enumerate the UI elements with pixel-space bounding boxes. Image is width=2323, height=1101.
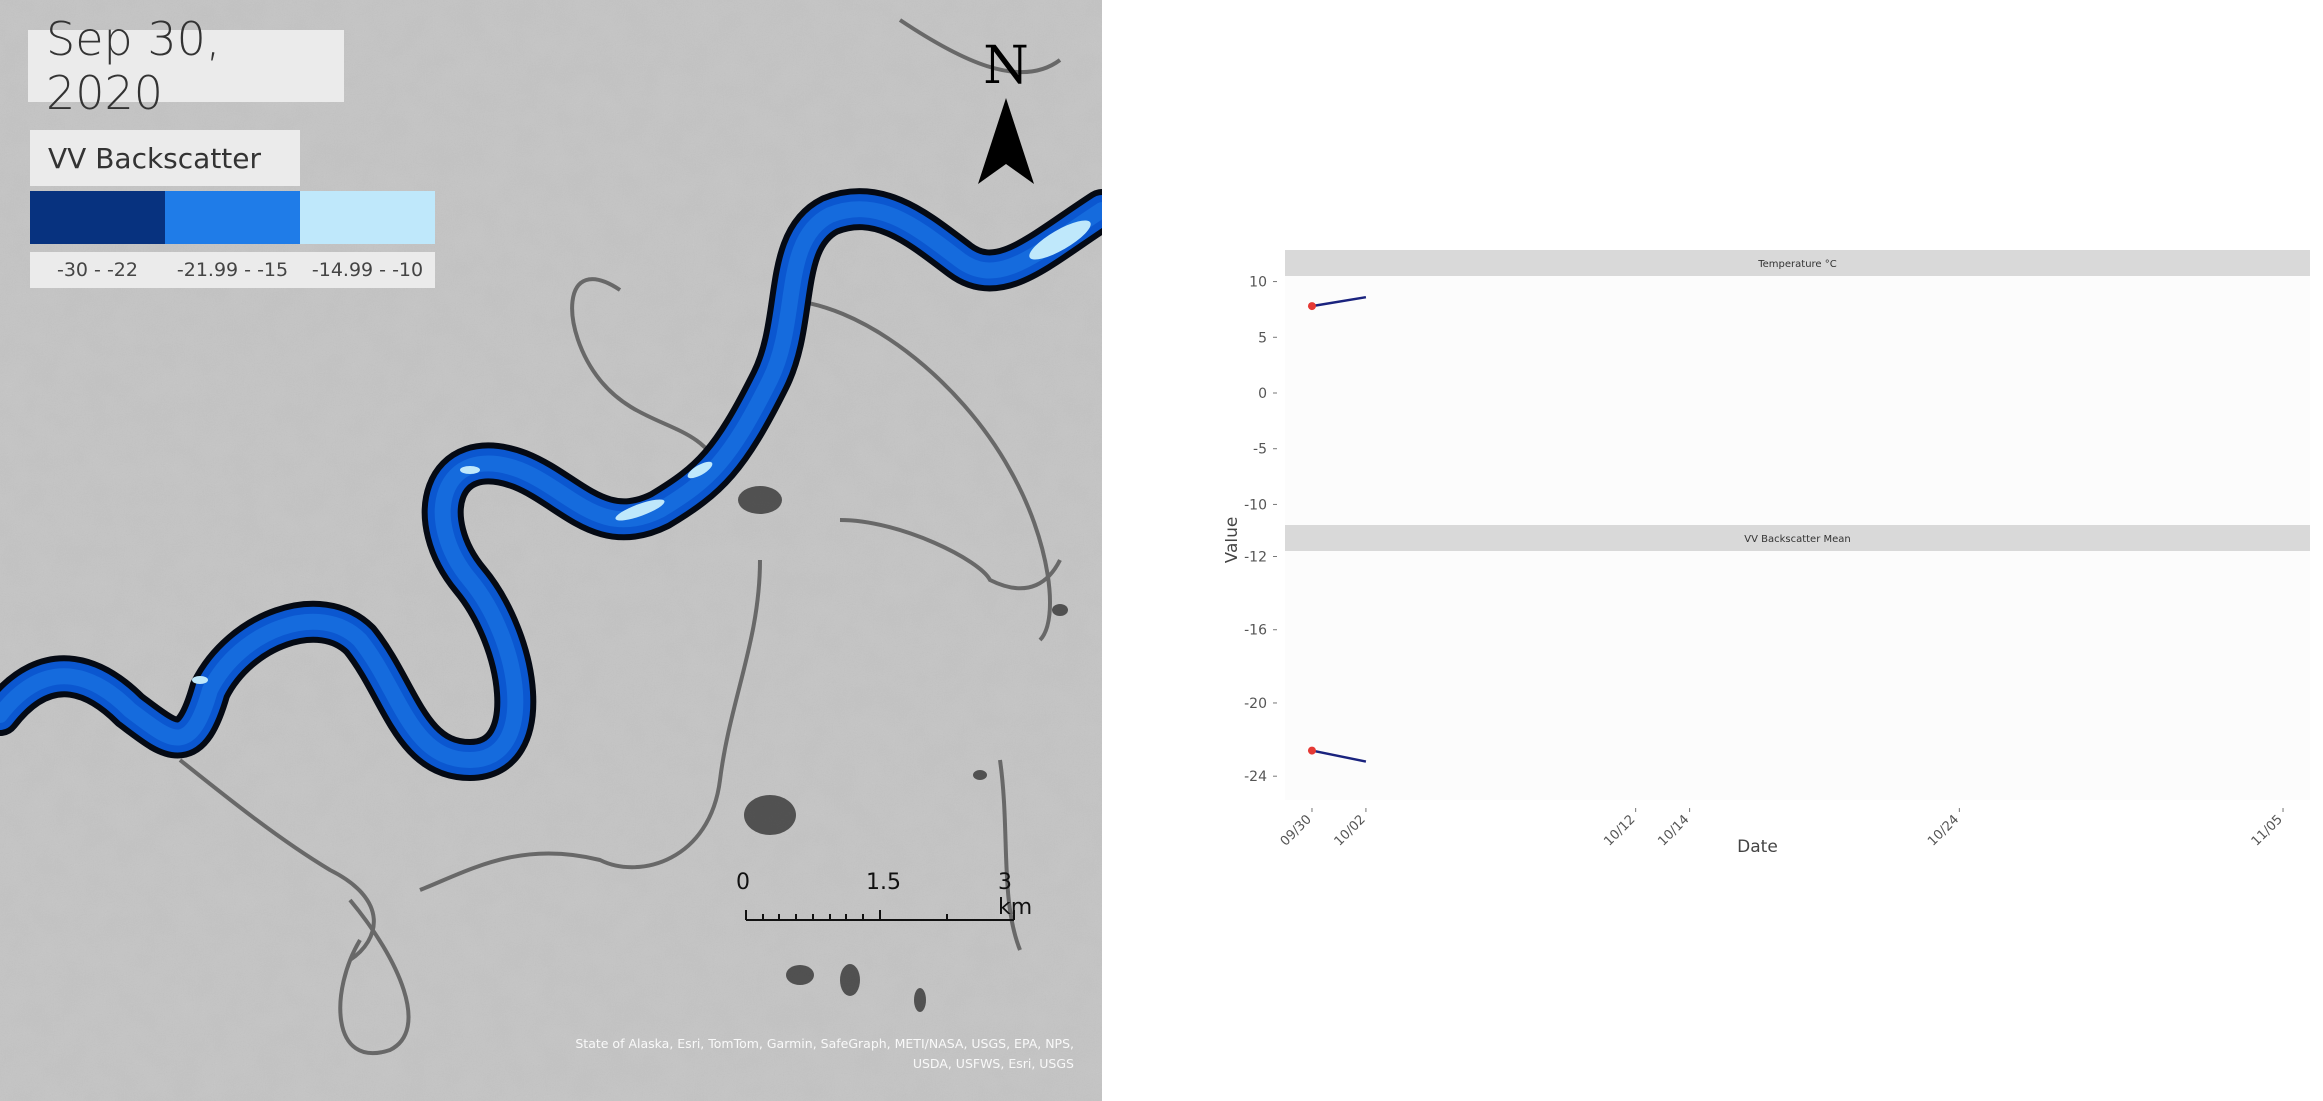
ytick-label-0-2: 0: [1258, 386, 1267, 402]
series-line-0: [1311, 295, 1367, 308]
xtick-label-0: 09/30: [1278, 812, 1315, 849]
data-point-1-0: [1307, 746, 1316, 755]
legend-swatch-high: [300, 191, 435, 244]
series-line-1: [1311, 749, 1367, 763]
legend-swatches: [30, 191, 435, 244]
legend-title: VV Backscatter: [30, 130, 300, 186]
legend-labels: -30 - -22 -21.99 - -15 -14.99 - -10: [30, 252, 435, 288]
chart-svg: Temperature °C 10 5 0 -5 -10 VV Backscatter Me…: [1225, 250, 2310, 857]
facet-title-0: Temperature °C: [1757, 259, 1837, 270]
facet-strip-1: [1285, 525, 2310, 551]
legend-label-low: -30 - -22: [56, 259, 138, 281]
scale-label-0: 0: [736, 870, 750, 895]
ytick-label-1-1: -16: [1244, 623, 1267, 639]
map-panel[interactable]: Sep 30, 2020 VV Backscatter -30 - -22 -2…: [0, 0, 1102, 1101]
scale-label-mid: 1.5: [866, 870, 901, 895]
scale-label-end: 3 km: [998, 870, 1033, 920]
xtick-label-5: 11/05: [2249, 812, 2286, 849]
ytick-label-0-0: 10: [1249, 275, 1267, 291]
ytick-label-1-3: -24: [1244, 769, 1267, 785]
attribution-line-2: USDA, USFWS, Esri, USGS: [912, 1056, 1074, 1071]
legend-swatch-mid: [165, 191, 300, 244]
attribution-line-1: State of Alaska, Esri, TomTom, Garmin, S…: [575, 1036, 1074, 1051]
ytick-label-1-2: -20: [1244, 696, 1267, 712]
north-arrow-icon: [978, 98, 1034, 184]
ytick-label-0-4: -10: [1244, 497, 1267, 513]
xtick-label-3: 10/14: [1655, 812, 1692, 849]
legend-label-high: -14.99 - -10: [311, 259, 424, 281]
xtick-label-1: 10/02: [1332, 812, 1369, 849]
map-attribution: State of Alaska, Esri, TomTom, Garmin, S…: [514, 1034, 1074, 1074]
ytick-label-0-1: 5: [1258, 330, 1267, 346]
north-label: N: [983, 36, 1029, 96]
facet-strip-0: [1285, 250, 2310, 276]
north-arrow: N: [970, 38, 1042, 188]
map-date: Sep 30, 2020: [28, 12, 344, 120]
data-point-0-0: [1307, 302, 1316, 311]
scale-bar: 0 1.5 3 km: [736, 870, 1032, 950]
legend-swatch-low: [30, 191, 165, 244]
y-axis-title: Value: [1225, 517, 1242, 564]
xtick-label-4: 10/24: [1925, 812, 1962, 849]
scale-bar-graphic: [745, 910, 1015, 921]
timeseries-chart: Temperature °C 10 5 0 -5 -10 VV Backscatter Me…: [1225, 240, 2315, 870]
x-axis-title: Date: [1737, 837, 1778, 857]
legend-label-mid: -21.99 - -15: [176, 259, 289, 281]
ytick-label-1-0: -12: [1244, 549, 1267, 565]
xtick-label-2: 10/12: [1601, 812, 1638, 849]
facet-title-1: VV Backscatter Mean: [1744, 534, 1851, 545]
ytick-label-0-3: -5: [1253, 442, 1267, 458]
